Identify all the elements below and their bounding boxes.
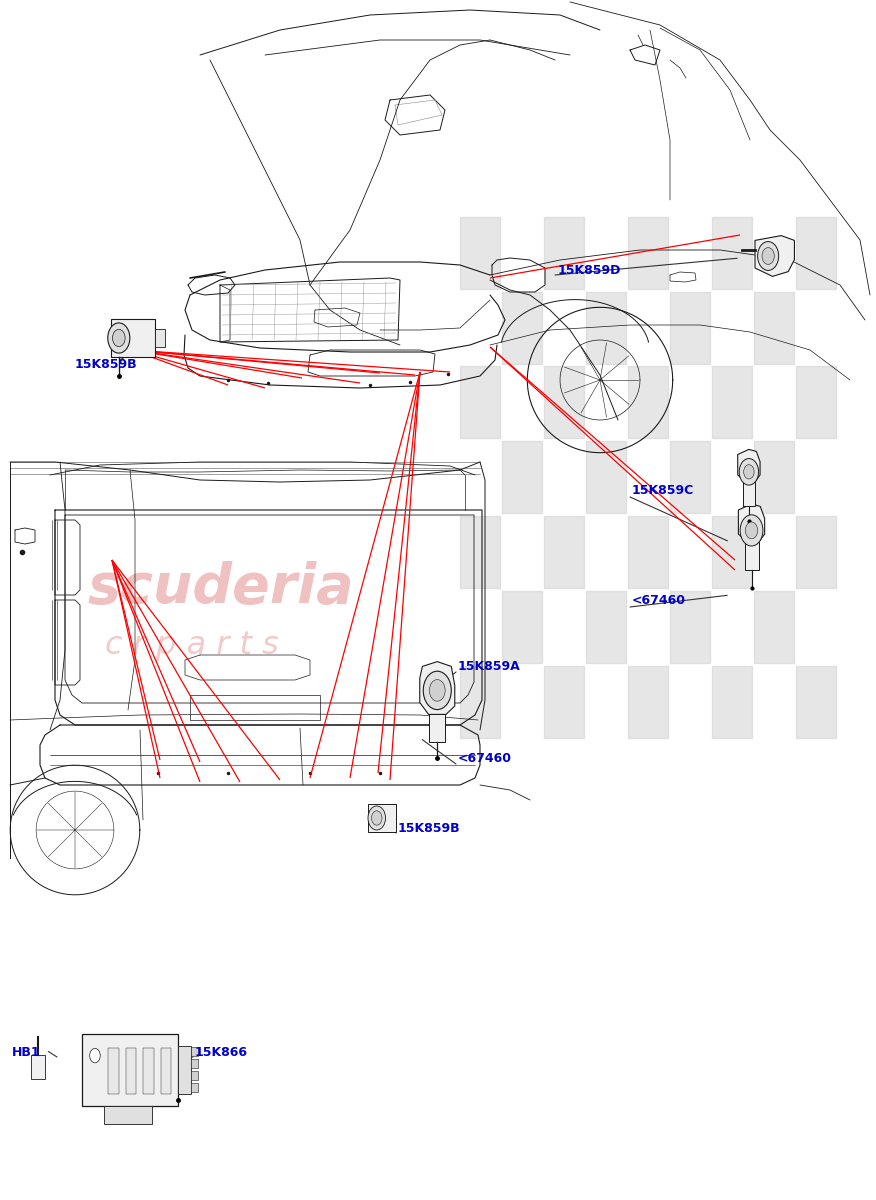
Text: c r p a r t s: c r p a r t s — [105, 630, 279, 661]
Bar — [191, 1084, 198, 1092]
Polygon shape — [738, 450, 760, 482]
Bar — [460, 516, 500, 588]
Text: 15K859C: 15K859C — [632, 484, 695, 497]
Circle shape — [371, 811, 382, 826]
Bar — [544, 516, 584, 588]
Bar — [628, 666, 668, 738]
Bar — [796, 666, 837, 738]
Bar — [586, 442, 626, 514]
Bar — [712, 366, 752, 438]
Bar — [628, 217, 668, 289]
Polygon shape — [420, 661, 455, 714]
Bar — [670, 592, 710, 664]
Circle shape — [368, 806, 385, 830]
Bar — [796, 366, 837, 438]
Bar — [628, 366, 668, 438]
Bar — [125, 1049, 136, 1094]
Text: 15K859B: 15K859B — [398, 822, 461, 834]
Bar — [670, 442, 710, 514]
Circle shape — [740, 515, 763, 546]
Bar — [460, 217, 500, 289]
Text: <67460: <67460 — [458, 751, 512, 764]
Bar — [754, 442, 795, 514]
Bar — [103, 1106, 152, 1124]
Bar — [191, 1060, 198, 1068]
Circle shape — [112, 329, 125, 347]
Bar — [502, 442, 542, 514]
Bar — [754, 292, 795, 364]
Bar — [586, 592, 626, 664]
Bar — [460, 366, 500, 438]
Text: <67460: <67460 — [632, 594, 686, 606]
Bar — [191, 1072, 198, 1080]
Bar — [544, 217, 584, 289]
Bar — [586, 292, 626, 364]
Bar — [368, 804, 396, 833]
Text: 15K859D: 15K859D — [558, 264, 621, 276]
Bar — [743, 482, 755, 505]
Circle shape — [745, 522, 758, 539]
Bar — [160, 1049, 171, 1094]
Circle shape — [423, 671, 451, 709]
Circle shape — [89, 1049, 100, 1063]
Bar — [81, 1034, 178, 1106]
Text: 15K859B: 15K859B — [75, 359, 138, 372]
Bar — [712, 666, 752, 738]
Circle shape — [108, 323, 130, 353]
Bar — [628, 516, 668, 588]
Text: 15K866: 15K866 — [195, 1045, 248, 1058]
Bar — [460, 666, 500, 738]
Bar — [796, 217, 837, 289]
Bar — [429, 714, 445, 742]
Circle shape — [429, 679, 445, 701]
Bar — [544, 666, 584, 738]
Text: 15K859A: 15K859A — [458, 660, 520, 672]
Bar — [111, 318, 155, 358]
Bar — [108, 1049, 118, 1094]
Bar — [143, 1049, 153, 1094]
Circle shape — [762, 247, 774, 264]
Text: HB1: HB1 — [12, 1045, 40, 1058]
Polygon shape — [755, 235, 795, 276]
Bar — [178, 1046, 191, 1094]
Bar — [712, 516, 752, 588]
Bar — [544, 366, 584, 438]
Bar — [502, 292, 542, 364]
Bar — [796, 516, 837, 588]
Bar — [712, 217, 752, 289]
Bar — [191, 1048, 198, 1056]
Bar — [754, 592, 795, 664]
Bar — [155, 329, 165, 347]
Text: scuderia: scuderia — [88, 560, 354, 614]
Bar — [670, 292, 710, 364]
Circle shape — [744, 464, 754, 479]
Bar — [31, 1055, 45, 1079]
Circle shape — [739, 458, 759, 485]
Bar — [502, 592, 542, 664]
Bar — [745, 542, 759, 570]
Circle shape — [758, 241, 779, 270]
Polygon shape — [738, 504, 765, 542]
